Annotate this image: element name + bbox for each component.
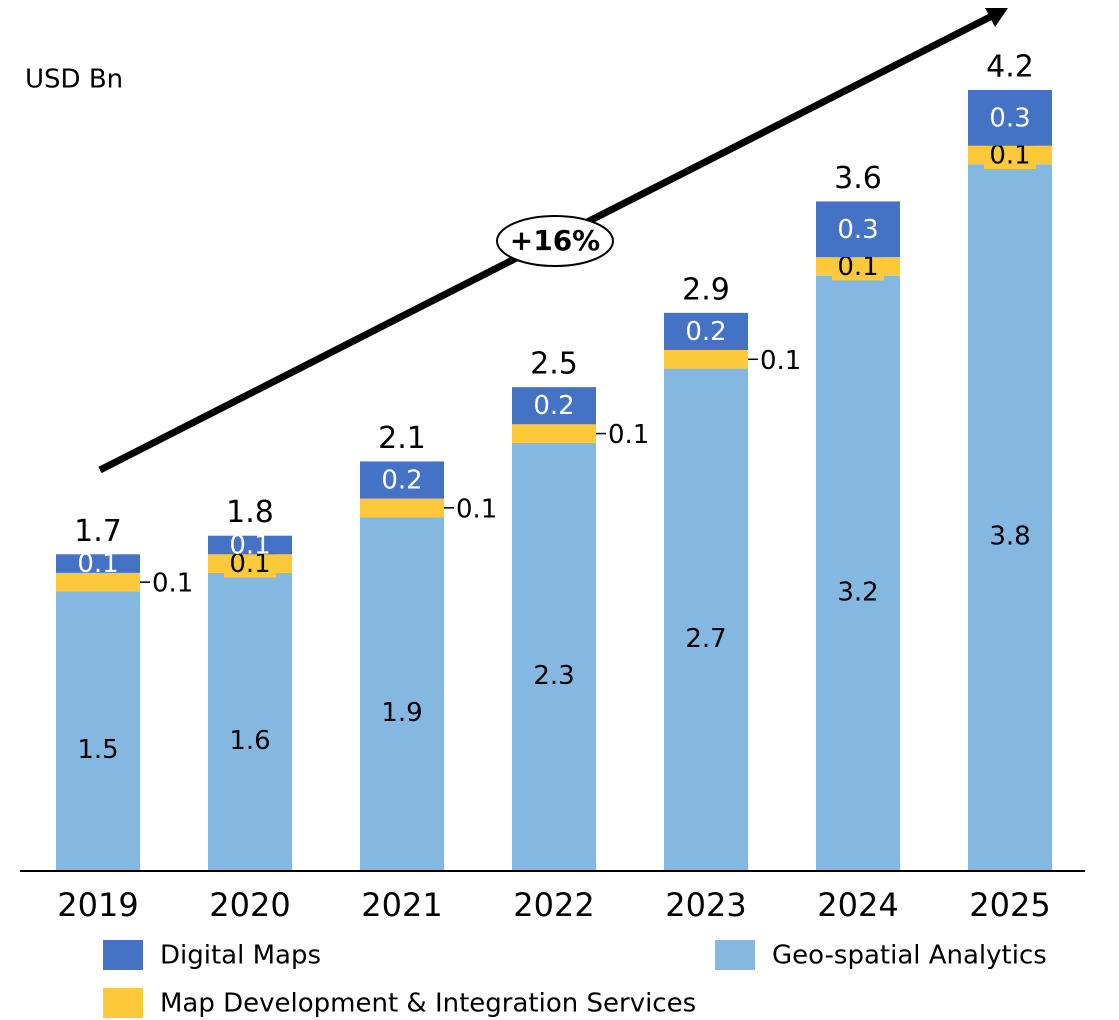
value-label: 0.2: [533, 391, 574, 421]
total-label: 2.1: [378, 421, 426, 456]
total-label: 3.6: [834, 161, 882, 196]
x-tick-label: 2019: [57, 886, 138, 924]
total-label: 2.5: [530, 347, 578, 382]
value-label: 0.2: [381, 466, 422, 496]
value-label: 3.2: [837, 577, 878, 607]
total-label: 4.2: [986, 50, 1034, 85]
value-label: 0.3: [989, 103, 1030, 133]
bar-segment: [56, 591, 140, 870]
total-label: 1.8: [226, 495, 274, 530]
bar-segment: [968, 90, 1052, 146]
x-tick-label: 2023: [665, 886, 746, 924]
bar-segment: [360, 461, 444, 499]
legend-swatch: [103, 940, 143, 970]
x-tick-label: 2021: [361, 886, 442, 924]
x-tick-label: 2022: [513, 886, 594, 924]
value-label: 1.6: [229, 726, 270, 756]
value-label: 0.1: [608, 420, 649, 450]
total-label: 1.7: [74, 514, 122, 549]
bar-segment: [208, 572, 292, 870]
bar-segment: [360, 498, 444, 518]
bar-segment: [512, 387, 596, 425]
x-tick-label: 2024: [817, 886, 898, 924]
value-label: 0.1: [760, 346, 801, 376]
x-tick-label: 2020: [209, 886, 290, 924]
bar-segment: [968, 164, 1052, 871]
legend-label: Map Development & Integration Services: [160, 989, 696, 1019]
y-axis-label: USD Bn: [25, 65, 123, 95]
value-label: 0.3: [837, 215, 878, 245]
legend-swatch: [715, 940, 755, 970]
annotation: +16%: [510, 224, 600, 257]
bar-segment: [56, 572, 140, 592]
legend-label: Geo-spatial Analytics: [772, 941, 1047, 971]
bar-segment: [512, 424, 596, 443]
total-label: 2.9: [682, 272, 730, 307]
value-label: 0.1: [456, 494, 497, 524]
bar-segment: [360, 517, 444, 870]
legend-swatch: [103, 988, 143, 1018]
bar-segment: [816, 275, 900, 870]
bar-segment: [208, 535, 292, 555]
bar-segment: [664, 312, 748, 350]
value-label: 1.5: [77, 735, 118, 765]
bar-segment: [816, 201, 900, 258]
value-label: 0.2: [685, 317, 726, 347]
value-label: 2.3: [533, 661, 574, 691]
value-label: 1.9: [381, 698, 422, 728]
bar-segment: [56, 554, 140, 573]
bar-segment: [664, 350, 748, 369]
arrow-head: [985, 8, 1008, 27]
value-label: 0.1: [77, 549, 118, 579]
bar-segment: [664, 368, 748, 870]
bar-segment: [512, 442, 596, 870]
value-label: 3.8: [989, 522, 1030, 552]
legend-label: Digital Maps: [160, 941, 321, 971]
x-tick-label: 2025: [969, 886, 1050, 924]
value-label: 2.7: [685, 624, 726, 654]
value-label: 0.1: [152, 569, 193, 599]
value-label: 0.1: [229, 531, 270, 561]
annotation-ellipse: [496, 215, 614, 267]
